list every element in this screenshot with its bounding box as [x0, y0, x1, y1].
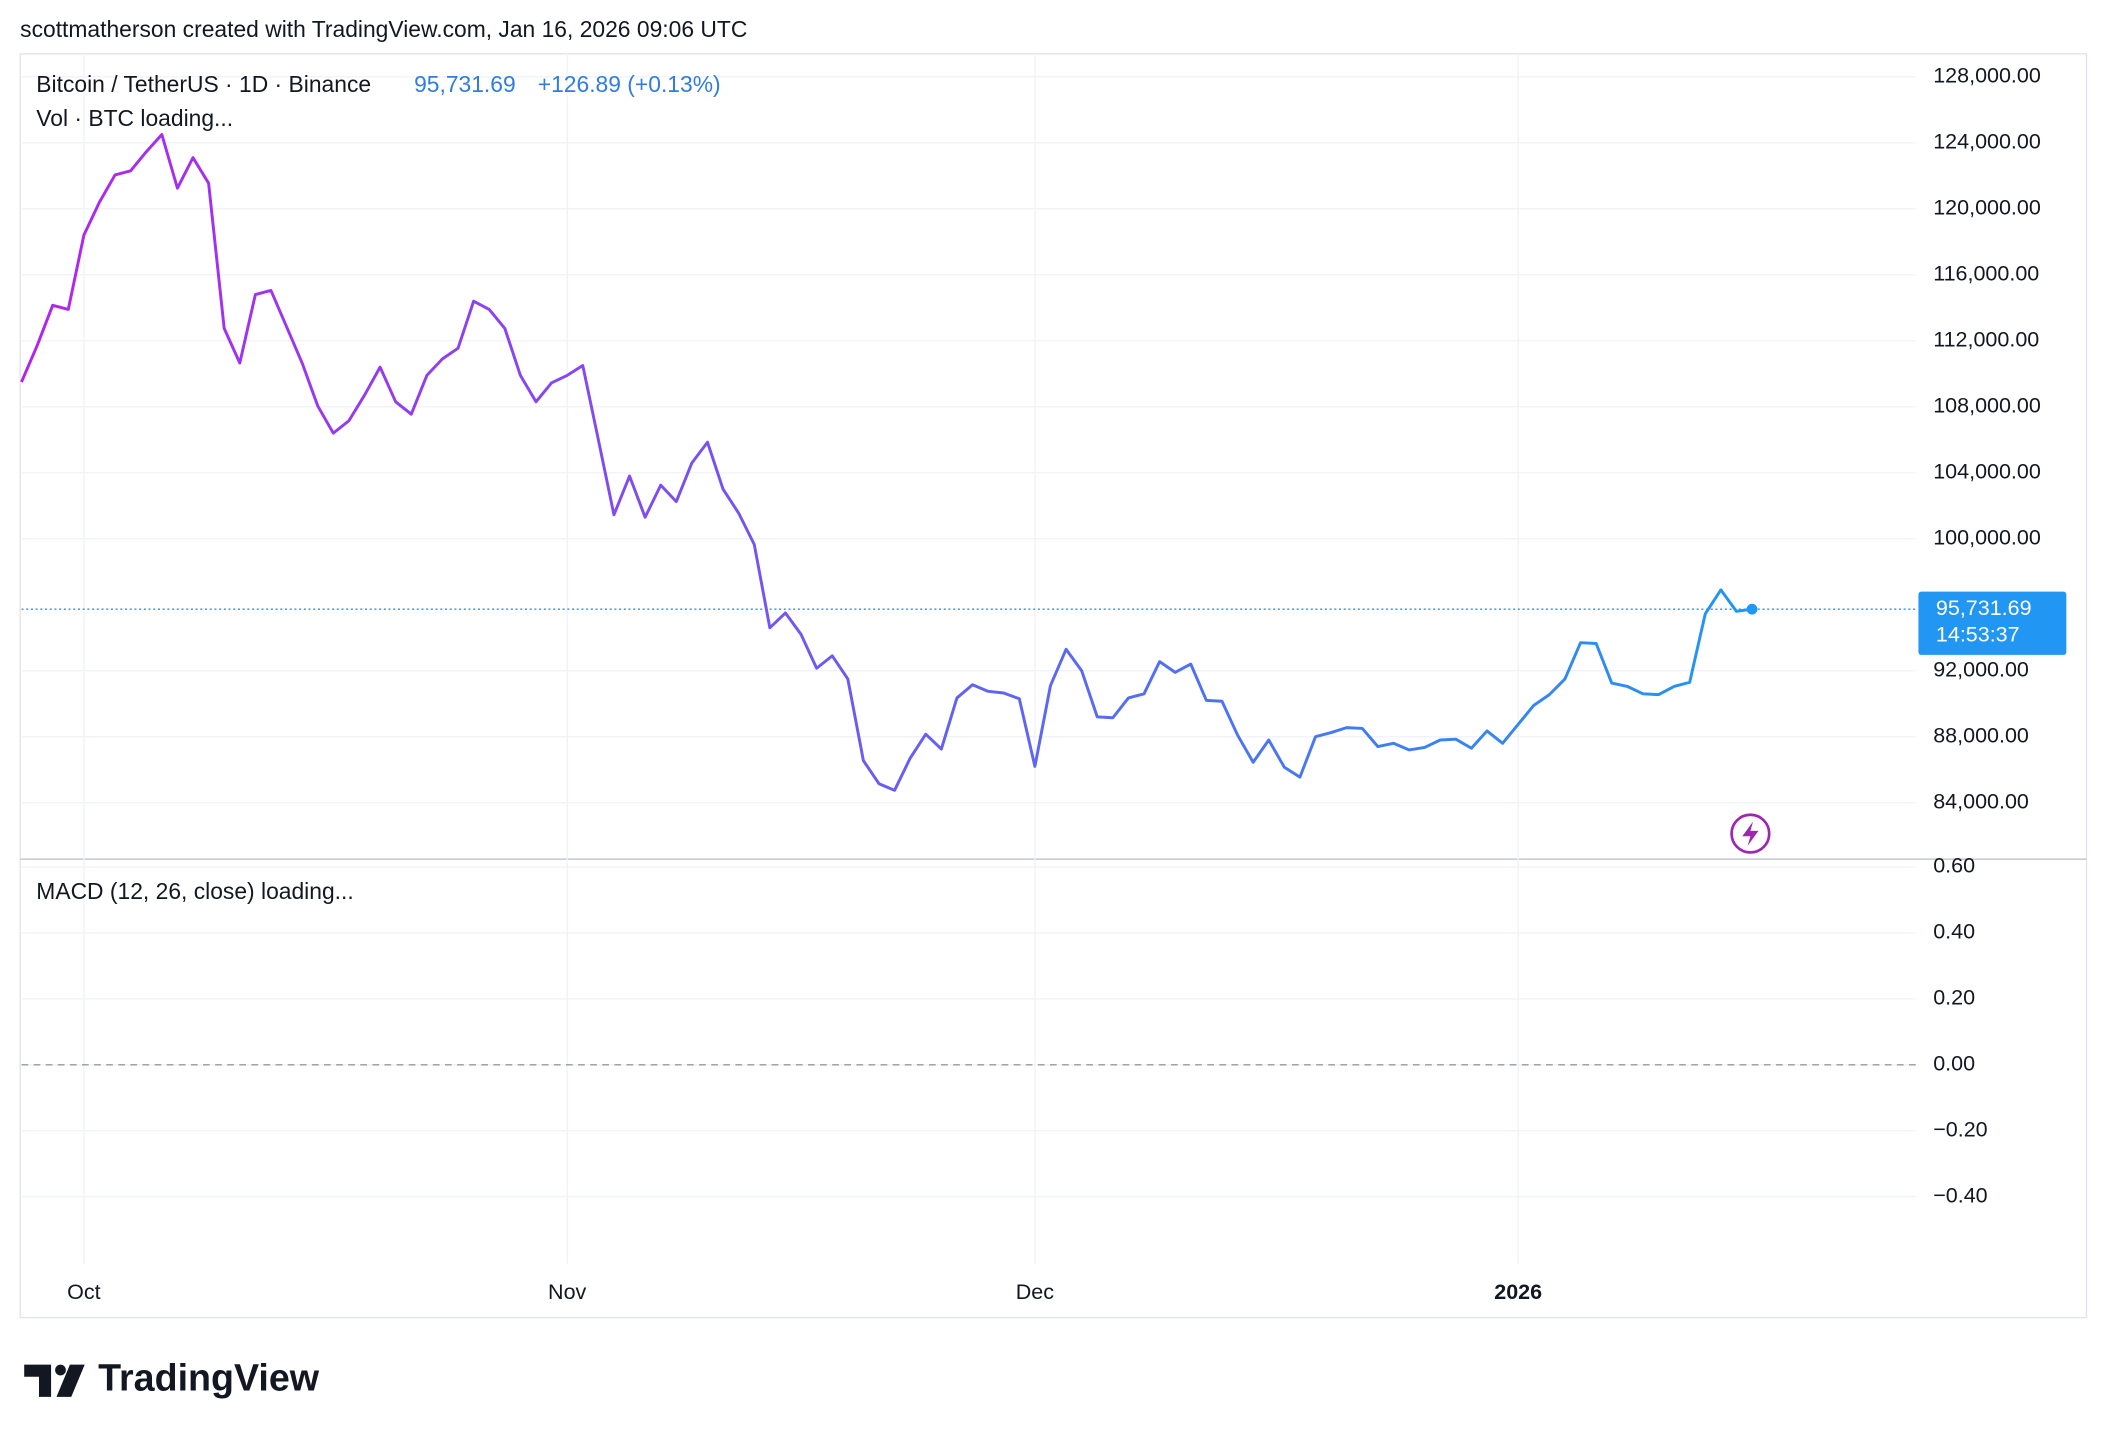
event-icon[interactable] — [1730, 813, 1771, 854]
y-tick-label: 116,000.00 — [1933, 261, 2039, 285]
change: +126.89 (+0.13%) — [538, 71, 721, 97]
y-tick-label: 0.40 — [1933, 920, 1975, 944]
x-tick-label: Oct — [67, 1280, 100, 1304]
y-tick-label: 104,000.00 — [1933, 459, 2041, 483]
y-tick-label: 0.00 — [1933, 1051, 1975, 1075]
y-tick-label: 108,000.00 — [1933, 393, 2041, 417]
macd-legend: MACD (12, 26, close) loading... — [36, 878, 353, 904]
last-price: 95,731.69 — [414, 71, 516, 97]
attribution: scottmatherson created with TradingView.… — [20, 16, 747, 42]
y-tick-label: 128,000.00 — [1933, 63, 2041, 87]
countdown: 14:53:37 — [1936, 623, 2020, 647]
last-price-label: 95,731.69 — [1936, 596, 2032, 620]
x-tick-label: Nov — [548, 1280, 586, 1304]
frame — [19, 53, 2088, 1319]
x-tick-label: 2026 — [1494, 1280, 1542, 1304]
logo-text: TradingView — [98, 1357, 320, 1399]
y-tick-label: 120,000.00 — [1933, 195, 2041, 219]
grid — [21, 53, 1916, 1264]
volume-legend: Vol · BTC loading... — [36, 105, 233, 131]
y-tick-label: 92,000.00 — [1933, 657, 2029, 681]
y-tick-label: 124,000.00 — [1933, 129, 2041, 153]
symbol: Bitcoin / TetherUS · 1D · Binance — [36, 71, 371, 97]
y-tick-label: 112,000.00 — [1933, 327, 2039, 351]
y-tick-label: −0.20 — [1933, 1117, 1987, 1141]
y-tick-label: 0.60 — [1933, 854, 1975, 878]
x-tick-label: Dec — [1016, 1280, 1054, 1304]
last-point — [1746, 603, 1758, 615]
price-line — [20, 133, 1753, 792]
y-tick-label: −0.40 — [1933, 1183, 1987, 1207]
plot — [20, 133, 1919, 1066]
y-tick-label: 88,000.00 — [1933, 723, 2029, 747]
logo: TradingView — [24, 1357, 320, 1399]
y-tick-label: 0.20 — [1933, 986, 1975, 1010]
y-tick-label: 100,000.00 — [1933, 525, 2041, 549]
last-price-box — [1918, 591, 2067, 655]
y-tick-label: 84,000.00 — [1933, 789, 2029, 813]
